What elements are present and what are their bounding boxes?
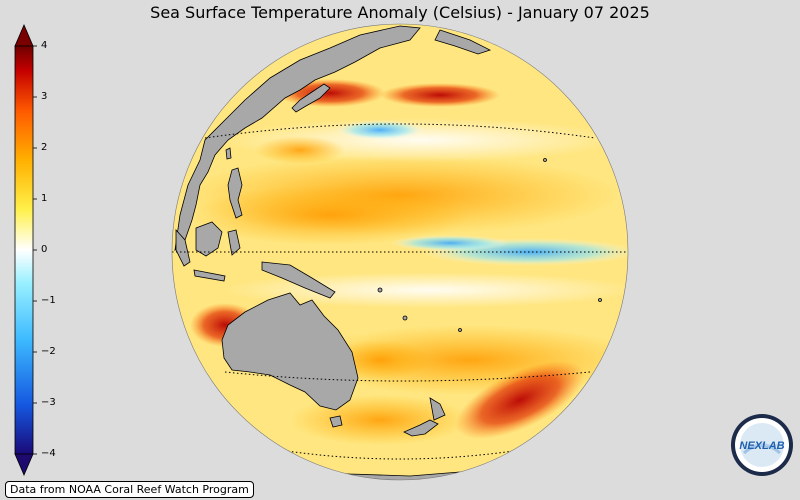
colorbar-tick-label: −4 (41, 448, 56, 459)
land-philippines (227, 167, 243, 219)
logo-text: NEXLAB (739, 440, 784, 452)
land-taiwan (225, 147, 232, 160)
colorbar-tick-label: 2 (41, 142, 48, 153)
colorbar-tick-label: −3 (41, 397, 56, 408)
land-new-zealand (403, 397, 446, 437)
colorbar-tick-label: 3 (41, 91, 48, 102)
colorbar-tick-marks (33, 45, 37, 455)
land-sumatra (175, 228, 191, 267)
colorbar-bottom-arrow (14, 453, 34, 477)
globe-outline (171, 23, 629, 481)
sst-anomaly-field (172, 24, 628, 480)
colorbar-tick-label: 0 (41, 244, 48, 255)
nexlab-logo-icon: NEXLAB (731, 414, 793, 476)
land-tasmania (329, 415, 343, 428)
data-credit: Data from NOAA Coral Reef Watch Program (5, 481, 254, 498)
latitude-line-far-south (279, 449, 521, 460)
colorbar-tick-label: 1 (41, 193, 48, 204)
land-new-guinea (261, 261, 336, 299)
land-alaska (434, 29, 492, 55)
land-java (193, 269, 226, 282)
graticule-lines (172, 123, 628, 460)
land-borneo (195, 221, 223, 257)
colorbar-tick-label: −2 (41, 346, 56, 357)
colorbar-tick-label: 4 (41, 40, 48, 51)
land-japan (291, 83, 331, 113)
colorbar-tick-label: −1 (41, 295, 56, 306)
land-asia (174, 25, 421, 252)
latitude-line-north (204, 123, 596, 139)
land-australia (221, 292, 359, 411)
map-title: Sea Surface Temperature Anomaly (Celsius… (150, 3, 650, 22)
